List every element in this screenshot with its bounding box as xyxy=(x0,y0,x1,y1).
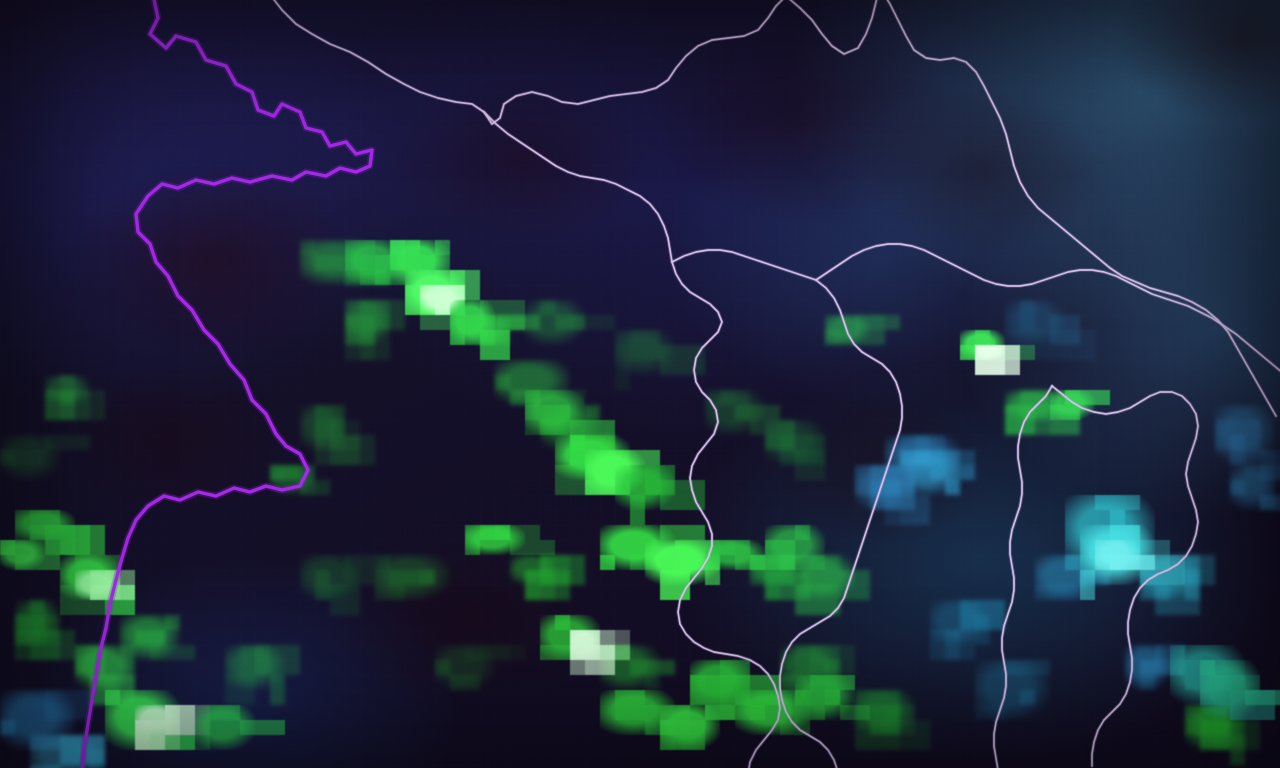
echo-pixel xyxy=(375,585,405,600)
echo-pixel xyxy=(435,660,450,675)
echo-pixel xyxy=(465,525,480,540)
echo-pixel xyxy=(45,705,90,720)
echo-pixel xyxy=(0,720,15,735)
echo-pixel xyxy=(1230,675,1260,690)
echo-pixel xyxy=(1200,660,1215,675)
echo-pixel xyxy=(390,240,420,255)
echo-pixel xyxy=(1260,495,1275,510)
echo-pixel xyxy=(0,540,15,555)
echo-pixel xyxy=(900,450,930,465)
echo-pixel xyxy=(390,570,435,585)
echo-pixel xyxy=(1230,435,1245,465)
echo-pixel xyxy=(1260,465,1280,480)
echo-pixel xyxy=(465,540,480,555)
echo-pixel xyxy=(45,435,90,450)
echo-pixel xyxy=(1230,480,1275,495)
echo-pixel xyxy=(30,630,75,660)
echo-pixel xyxy=(15,510,30,540)
echo-pixel xyxy=(420,285,465,300)
echo-pixel xyxy=(1245,690,1280,705)
echo-pixel xyxy=(900,720,930,750)
echo-pixel xyxy=(930,465,975,480)
echo-pixel xyxy=(15,555,60,570)
echo-pixel xyxy=(45,690,90,705)
echo-pixel xyxy=(15,450,45,465)
echo-pixel xyxy=(1200,720,1230,750)
echo-pixel xyxy=(0,450,15,465)
echo-pixel xyxy=(945,630,975,660)
echo-pixel xyxy=(15,615,30,645)
echo-pixel xyxy=(945,480,960,495)
echo-pixel xyxy=(405,255,450,270)
echo-pixel xyxy=(450,675,480,690)
echo-pixel xyxy=(30,765,60,768)
echo-pixel xyxy=(435,240,450,255)
echo-pixel xyxy=(435,300,450,315)
